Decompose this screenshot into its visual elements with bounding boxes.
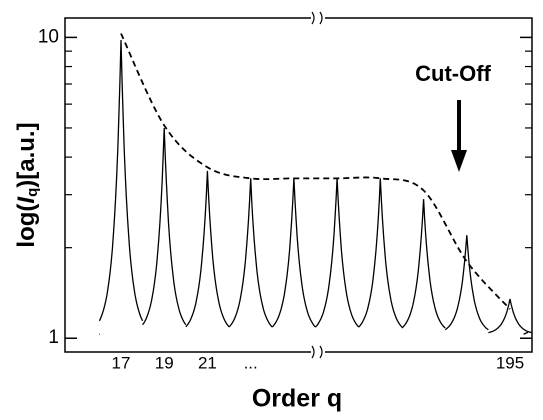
baseline [99, 331, 529, 335]
peak [185, 170, 230, 328]
peak [444, 235, 489, 331]
peak [98, 39, 144, 322]
x-tick-label: 19 [155, 353, 174, 372]
y-label-subscript: q [24, 188, 41, 197]
peak [315, 178, 360, 328]
x-tick-label: 21 [198, 353, 217, 372]
envelope-line [120, 33, 511, 310]
x-tick-label: ... [244, 353, 258, 372]
x-tick-label: 195 [496, 353, 524, 372]
peak [358, 178, 403, 328]
peak [401, 199, 446, 329]
peak [228, 178, 273, 328]
plot-frame [64, 17, 533, 353]
y-tick-label: 1 [48, 327, 59, 348]
peak [142, 127, 187, 326]
y-label-symbol: I [13, 196, 40, 204]
y-label-prefix: log( [13, 204, 40, 248]
annotation-arrow [451, 100, 467, 172]
y-label-suffix: )[a.u.] [13, 122, 40, 187]
x-tick-label: 17 [112, 353, 131, 372]
annotation: Cut-Off [415, 61, 491, 86]
y-tick-label: 10 [38, 26, 59, 47]
axis-break [311, 11, 325, 359]
peak [488, 298, 532, 334]
y-axis-label: log(Iq)[a.u.] [13, 122, 41, 247]
peak [271, 178, 316, 328]
x-axis-label: Order q [252, 385, 342, 413]
